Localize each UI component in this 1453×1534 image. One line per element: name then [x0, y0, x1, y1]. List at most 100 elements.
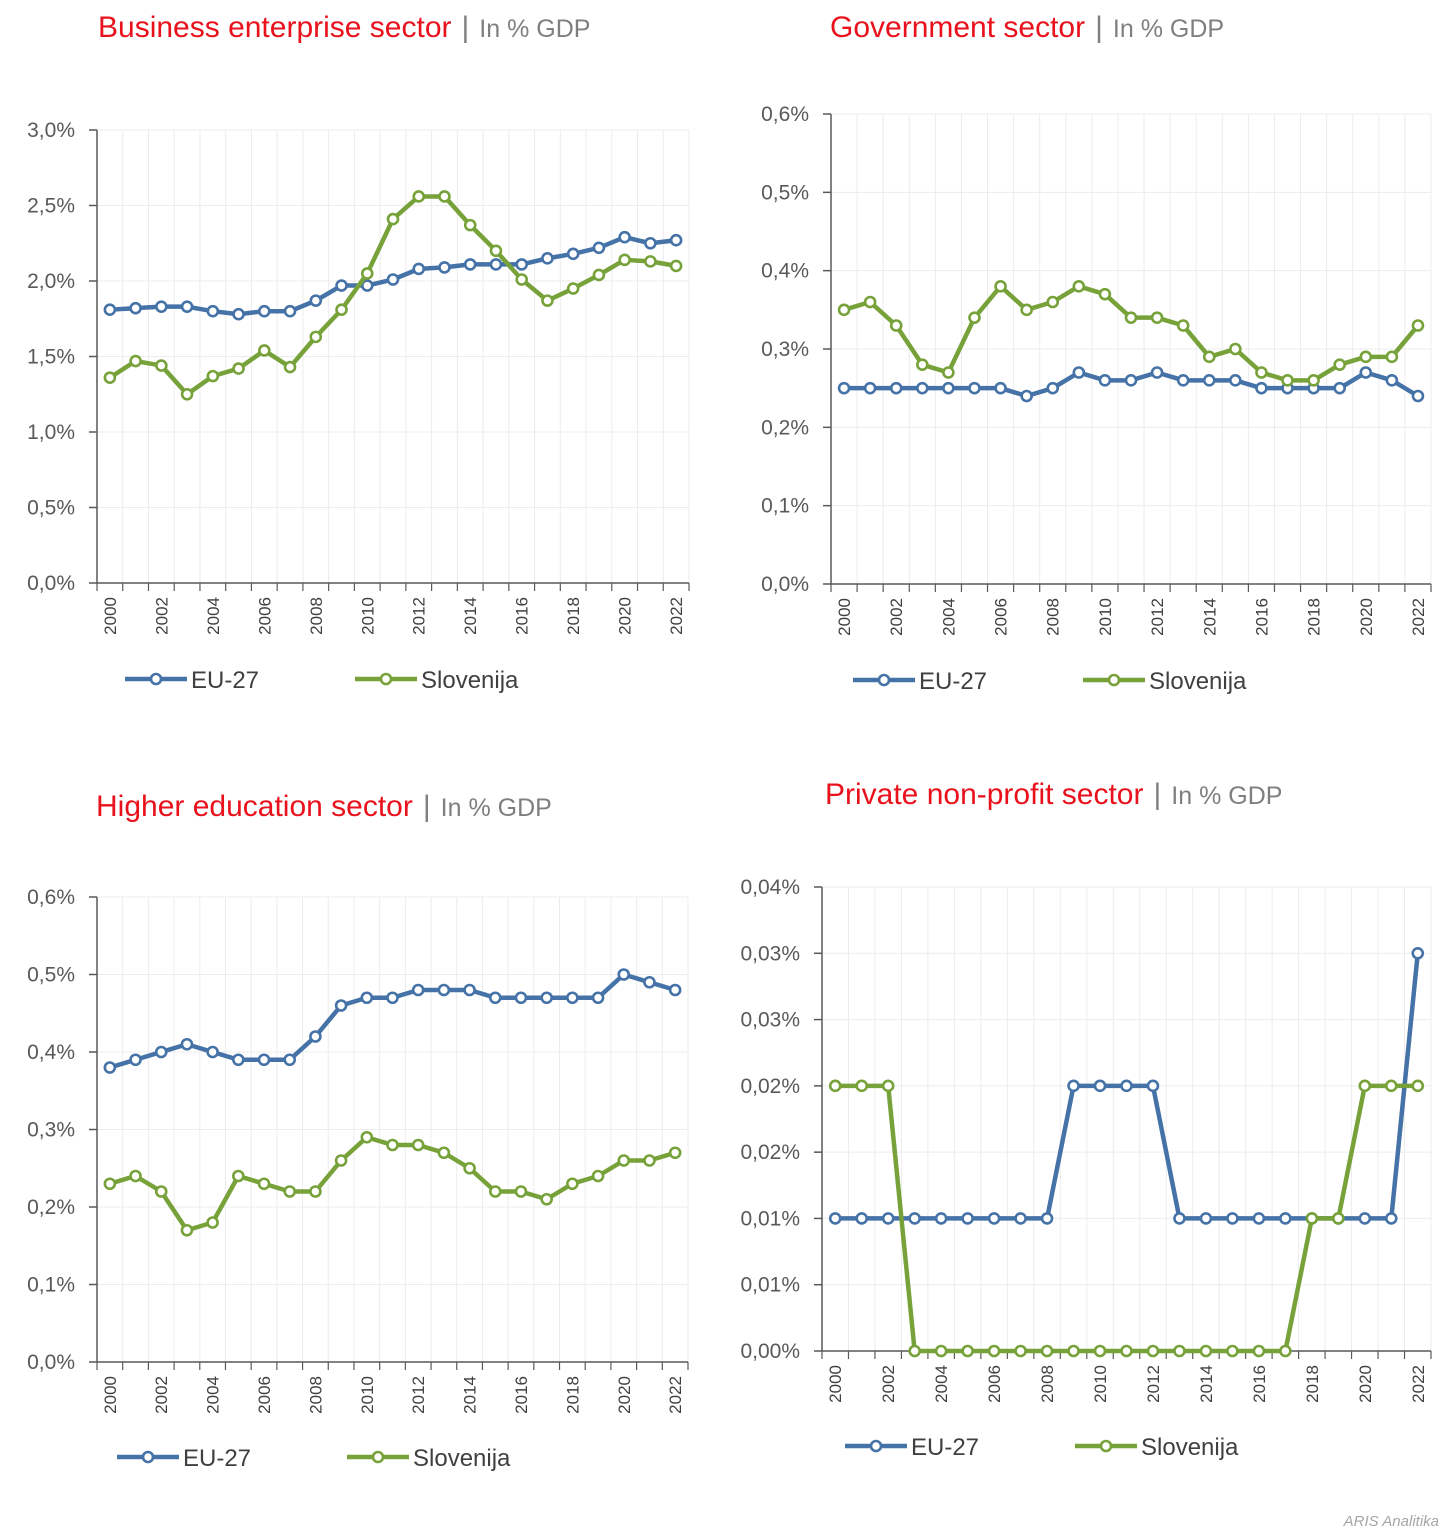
data-point [1020, 389, 1033, 403]
data-point [591, 1169, 605, 1183]
x-tick-label: 2012 [410, 597, 429, 635]
data-point [591, 991, 605, 1005]
data-point [541, 294, 554, 307]
y-tick-label: 0,3% [27, 1119, 75, 1142]
x-tick-label: 2004 [204, 1376, 223, 1414]
data-point [232, 307, 245, 321]
data-point [994, 381, 1007, 395]
y-tick-label: 0,0% [761, 573, 809, 596]
data-point [644, 255, 657, 268]
data-point [155, 359, 168, 372]
y-tick-label: 0,04% [740, 876, 800, 899]
data-point [592, 268, 606, 282]
title-text: Business enterprise sector [98, 11, 452, 44]
data-point [1229, 342, 1242, 356]
x-tick-label: 2004 [932, 1365, 951, 1403]
data-point [155, 300, 168, 313]
data-point [283, 304, 297, 318]
data-point [566, 282, 580, 295]
data-point [1358, 1212, 1372, 1225]
data-point [257, 1177, 271, 1191]
data-point [1014, 1344, 1027, 1358]
data-point [335, 279, 348, 292]
data-point [309, 294, 323, 307]
x-tick-label: 2008 [306, 1376, 325, 1414]
legend: EU-27 Slovenija [117, 1445, 511, 1472]
data-point [617, 968, 631, 981]
y-tick-label: 0,6% [27, 886, 75, 909]
x-tick-label: 2014 [461, 1376, 480, 1414]
data-point [987, 1344, 1001, 1358]
data-point [1040, 1344, 1054, 1358]
data-point [1359, 350, 1373, 364]
data-point [566, 991, 579, 1005]
data-point [463, 983, 476, 997]
y-tick-label: 2,5% [27, 195, 75, 218]
credit-label: ARIS Analitika [1343, 1513, 1439, 1530]
y-tick-label: 0,01% [740, 1274, 800, 1297]
data-point [1173, 1212, 1186, 1225]
data-point [206, 1216, 219, 1229]
x-axis-ticks: 2000 2002 2004 2006 2008 2010 2012 2014 2016 2018… [96, 583, 690, 635]
title-text: Government sector [830, 11, 1086, 44]
data-point [463, 258, 477, 271]
y-tick-label: 0,3% [761, 338, 809, 361]
x-tick-label: 2022 [667, 597, 686, 635]
data-point [828, 1079, 842, 1093]
data-point [1120, 1079, 1133, 1093]
data-point [987, 1212, 1001, 1225]
legend-swatch-marker [877, 673, 891, 687]
data-point [592, 241, 606, 255]
x-tick-label: 2016 [1250, 1365, 1269, 1403]
data-point [309, 330, 323, 344]
data-point [515, 258, 528, 271]
data-point [540, 1192, 553, 1206]
data-point [881, 1079, 895, 1093]
x-axis-ticks: 2000 2002 2004 2006 2008 2010 2012 2014 2016 2018… [830, 584, 1432, 636]
title-separator: | [461, 11, 470, 44]
x-tick-label: 2008 [1044, 598, 1063, 636]
chart-higher-education: 0,0% 0,1% 0,2% 0,3% 0,4% 0,5% 0,6% 2000 2002 2004… [27, 886, 689, 1472]
title-text: Higher education sector [96, 790, 413, 823]
x-tick-label: 2016 [1252, 598, 1271, 636]
legend-label: EU-27 [919, 668, 987, 695]
chart-title-private-non-profit: Private non-profit sector | In % GDP [825, 777, 1282, 814]
data-point [1411, 946, 1425, 960]
x-tick-label: 2020 [1357, 598, 1376, 636]
data-point [1067, 1344, 1080, 1358]
data-point [1226, 1212, 1239, 1225]
data-point [180, 1037, 194, 1051]
legend-swatch-marker [1107, 673, 1121, 687]
y-tick-label: 0,03% [740, 1009, 800, 1032]
data-point [129, 1053, 142, 1067]
data-point [1014, 1212, 1027, 1225]
data-point [1072, 366, 1086, 379]
data-point [540, 991, 553, 1005]
grid [821, 886, 1432, 1352]
x-tick-label: 2010 [358, 1376, 377, 1414]
data-point [566, 1177, 579, 1191]
data-point [1176, 319, 1190, 332]
data-point [411, 983, 425, 997]
x-tick-label: 2006 [985, 1365, 1004, 1403]
data-point [618, 230, 631, 244]
data-point [1252, 1344, 1266, 1358]
data-point [412, 262, 426, 276]
legend-swatch-marker [1099, 1439, 1113, 1453]
legend-swatch-marker [379, 672, 393, 686]
data-point [411, 1138, 425, 1152]
data-point [1176, 374, 1190, 387]
data-point [863, 295, 877, 309]
data-point [206, 1045, 219, 1059]
data-point [668, 1146, 682, 1160]
chart-government: 0,0% 0,1% 0,2% 0,3% 0,4% 0,5% 0,6% 2000 2002 2004… [761, 103, 1432, 695]
data-point [669, 259, 683, 273]
x-tick-label: 2006 [992, 598, 1011, 636]
y-tick-label: 0,5% [27, 964, 75, 987]
title-separator: | [1095, 11, 1103, 44]
data-point [643, 975, 656, 989]
data-point [437, 983, 451, 997]
data-point [360, 267, 374, 280]
data-point [1384, 1212, 1398, 1225]
chart-private-non-profit: 0,00% 0,01% 0,01% 0,02% 0,02% 0,03% 0,03% 0,04%… [740, 876, 1432, 1461]
